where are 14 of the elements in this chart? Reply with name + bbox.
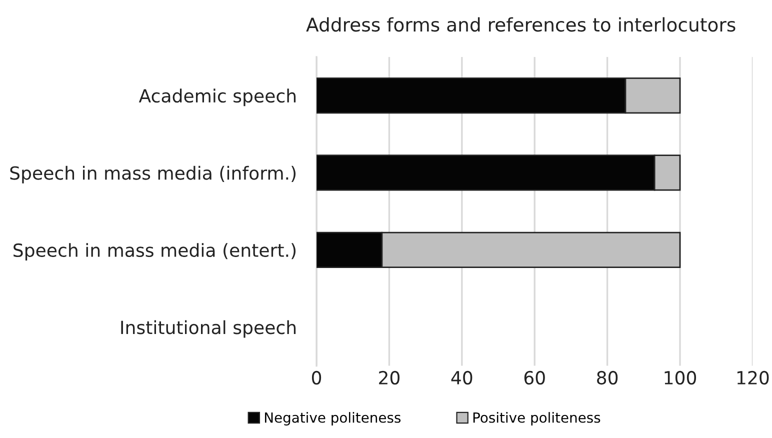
y-tick-label: Institutional speech [121, 320, 296, 338]
x-tick-label: 20 [379, 370, 400, 385]
x-tick-label: 120 [737, 370, 769, 385]
x-tick-label: 40 [451, 370, 472, 385]
x-tick-label: 100 [664, 370, 696, 385]
chart-title: Address forms and references to interlocutors [306, 17, 736, 32]
y-tick-label: Academic speech [138, 88, 296, 106]
legend-label: Negative politeness [264, 412, 401, 426]
x-tick-label: 0 [312, 370, 322, 385]
y-tick-label: Speech in mass media (entert.) [14, 243, 296, 261]
legend-label: Positive politeness [473, 412, 600, 426]
y-tick-label: Speech in mass media (inform.) [10, 166, 296, 184]
x-tick-label: 80 [597, 370, 618, 385]
x-tick-label: 60 [524, 370, 545, 385]
